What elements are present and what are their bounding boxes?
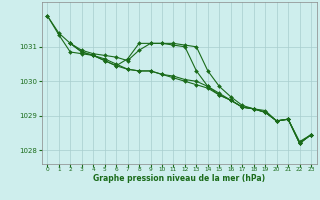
X-axis label: Graphe pression niveau de la mer (hPa): Graphe pression niveau de la mer (hPa)	[93, 174, 265, 183]
